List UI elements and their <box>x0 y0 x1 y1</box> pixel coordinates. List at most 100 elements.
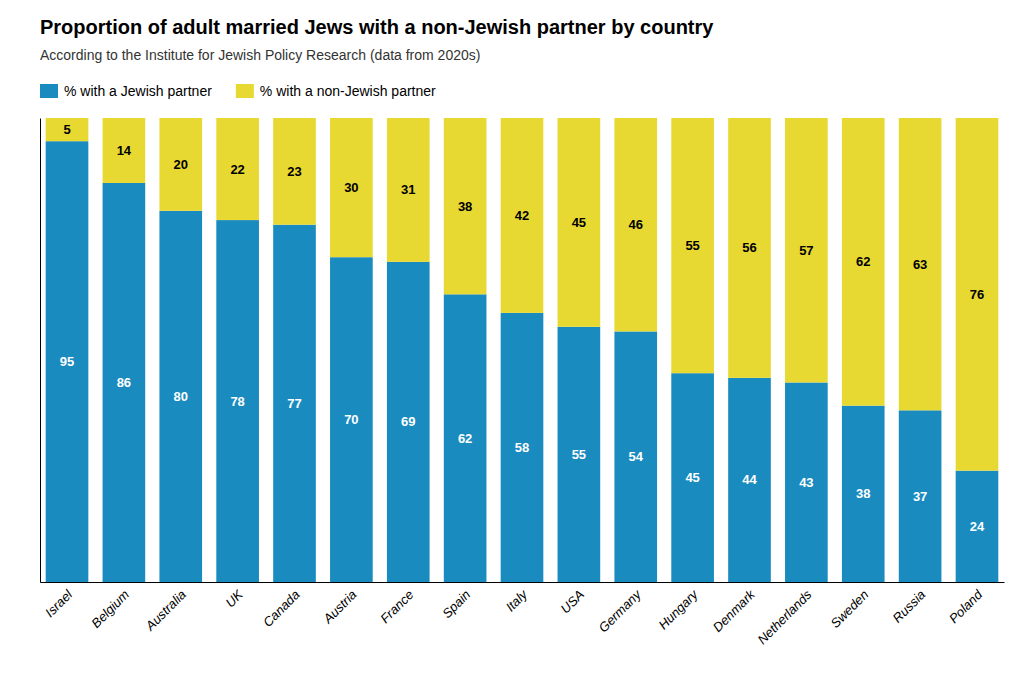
data-label: 43 <box>799 475 813 490</box>
x-tick: Germany <box>596 582 645 635</box>
chart: Proportion of adult married Jews with a … <box>0 0 1024 677</box>
bar <box>842 118 885 406</box>
bar <box>103 118 146 183</box>
data-label: 58 <box>515 440 529 455</box>
data-label: 54 <box>629 449 644 464</box>
x-tick-label: Austria <box>320 587 360 627</box>
bar <box>728 378 771 582</box>
legend: % with a Jewish partner % with a non-Jewi… <box>40 83 436 99</box>
bar <box>671 118 714 373</box>
data-label: 57 <box>799 243 813 258</box>
data-label: 78 <box>230 394 244 409</box>
data-label: 5 <box>63 122 70 137</box>
data-label: 55 <box>572 447 586 462</box>
data-label: 42 <box>515 208 529 223</box>
x-tick: Hungary <box>655 582 701 632</box>
legend-item: % with a non-Jewish partner <box>236 83 436 99</box>
bar <box>387 262 430 582</box>
bar <box>501 118 544 313</box>
x-tick-label: Canada <box>260 587 303 630</box>
x-tick: USA <box>558 582 588 616</box>
x-tick: Belgium <box>88 582 132 631</box>
bar <box>159 211 202 582</box>
bar <box>501 313 544 582</box>
legend-swatch <box>40 84 58 98</box>
title: Proportion of adult married Jews with a … <box>40 16 714 38</box>
data-label: 45 <box>572 215 586 230</box>
x-tick: Austria <box>320 582 360 627</box>
x-tick-label: Spain <box>439 587 473 621</box>
plot: 9586807877706962585554454443383724514202… <box>41 118 1005 647</box>
bar <box>728 118 771 378</box>
x-tick: Poland <box>946 582 986 626</box>
bar <box>159 118 202 211</box>
x-tick-label: Poland <box>946 586 986 626</box>
y-axis-line <box>40 119 41 583</box>
data-label: 55 <box>685 238 699 253</box>
data-label: 30 <box>344 180 358 195</box>
x-tick-label: Netherlands <box>754 587 815 648</box>
bar <box>330 118 373 257</box>
bar <box>558 118 601 327</box>
data-label: 80 <box>174 389 188 404</box>
data-label: 62 <box>458 431 472 446</box>
x-tick-label: Hungary <box>655 586 701 632</box>
legend-label: % with a Jewish partner <box>64 83 212 99</box>
data-label: 22 <box>230 162 244 177</box>
data-label: 31 <box>401 182 415 197</box>
data-label: 76 <box>970 287 984 302</box>
x-tick: Australia <box>142 582 189 634</box>
x-tick-label: Denmark <box>710 586 759 635</box>
x-tick: Israel <box>42 582 76 620</box>
bar <box>671 373 714 582</box>
legend-swatch <box>236 84 254 98</box>
x-axis-line <box>41 582 1005 583</box>
data-label: 56 <box>742 240 756 255</box>
bar <box>614 331 657 582</box>
data-label: 86 <box>117 375 131 390</box>
data-label: 38 <box>856 486 870 501</box>
bar <box>103 183 146 582</box>
bar <box>899 118 942 410</box>
x-tick: Italy <box>503 582 532 614</box>
series-1 <box>46 118 999 471</box>
bar <box>273 118 316 225</box>
x-tick-label: Russia <box>890 587 929 626</box>
data-label: 24 <box>970 519 985 534</box>
bar <box>330 257 373 582</box>
x-tick-label: Belgium <box>88 587 132 631</box>
data-label: 62 <box>856 254 870 269</box>
subtitle: According to the Institute for Jewish Po… <box>40 47 480 63</box>
bar <box>444 294 487 582</box>
data-labels: 9586807877706962585554454443383724514202… <box>60 122 985 534</box>
bar <box>614 118 657 331</box>
data-label: 37 <box>913 489 927 504</box>
bar <box>444 118 487 294</box>
x-tick-label: Israel <box>42 586 76 620</box>
data-label: 70 <box>344 412 358 427</box>
x-tick: Netherlands <box>754 582 815 647</box>
x-tick: Spain <box>439 582 473 621</box>
x-tick: Denmark <box>710 582 759 635</box>
bars <box>46 118 999 582</box>
bar <box>46 118 89 141</box>
x-tick: Canada <box>260 582 303 630</box>
data-label: 14 <box>117 143 132 158</box>
bar <box>842 406 885 582</box>
data-label: 23 <box>287 164 301 179</box>
data-label: 45 <box>685 470 699 485</box>
x-tick-label: France <box>377 587 416 626</box>
x-tick: Russia <box>890 582 929 626</box>
bar <box>956 471 999 582</box>
x-tick: Sweden <box>828 582 872 631</box>
x-tick: France <box>377 582 416 626</box>
bar <box>46 141 89 582</box>
x-tick-label: Germany <box>596 586 645 635</box>
bar <box>387 118 430 262</box>
y-axis <box>40 119 41 583</box>
data-label: 44 <box>742 472 757 487</box>
x-tick-label: Sweden <box>828 587 872 631</box>
x-tick-label: Australia <box>142 587 189 634</box>
x-tick: UK <box>222 582 246 610</box>
data-label: 69 <box>401 414 415 429</box>
